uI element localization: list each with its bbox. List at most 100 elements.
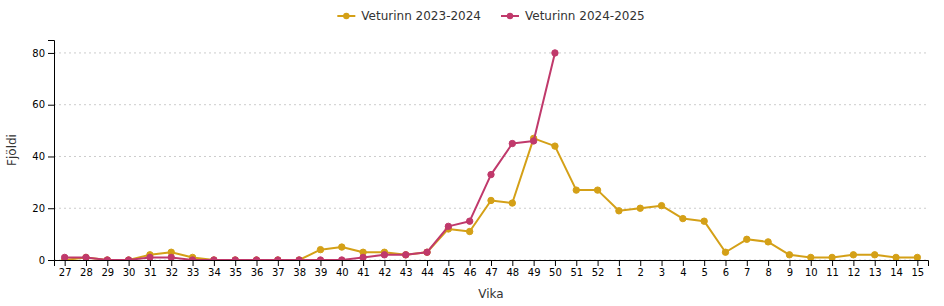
point xyxy=(275,257,281,260)
tick-label: 46 xyxy=(464,267,477,278)
tick-label: 8 xyxy=(765,267,771,278)
x-tick: 47 xyxy=(485,260,498,278)
x-tick: 48 xyxy=(506,260,519,278)
tick-mark xyxy=(704,260,705,266)
tick-label: 51 xyxy=(570,267,583,278)
tick-label: 20 xyxy=(32,203,45,214)
tick-mark xyxy=(257,260,258,266)
tick-label: 80 xyxy=(32,48,45,59)
point xyxy=(488,171,494,177)
tick-label: 30 xyxy=(123,267,136,278)
x-tick: 29 xyxy=(101,260,114,278)
tick-mark xyxy=(811,260,812,266)
tick-mark xyxy=(86,260,87,266)
x-tick: 52 xyxy=(592,260,605,278)
point xyxy=(722,249,728,255)
x-tick: 6 xyxy=(723,260,729,278)
x-tick: 31 xyxy=(144,260,157,278)
point xyxy=(317,257,323,260)
tick-label: 60 xyxy=(32,99,45,110)
tick-label: 6 xyxy=(723,267,729,278)
point xyxy=(893,254,899,260)
x-tick: 5 xyxy=(701,260,707,278)
tick-label: 37 xyxy=(272,267,285,278)
y-axis-title: Fjöldi xyxy=(5,134,19,166)
tick-mark xyxy=(107,260,108,266)
tick-mark xyxy=(48,53,54,54)
tick-label: 7 xyxy=(744,267,750,278)
series-line xyxy=(65,53,555,260)
tick-label: 2 xyxy=(638,267,644,278)
marks xyxy=(61,50,920,260)
tick-mark xyxy=(427,260,428,266)
tick-mark xyxy=(150,260,151,266)
legend: Veturinn 2023-2024Veturinn 2024-2025 xyxy=(337,9,644,23)
point xyxy=(552,50,558,56)
tick-mark xyxy=(320,260,321,266)
tick-mark xyxy=(725,260,726,266)
x-tick: 46 xyxy=(464,260,477,278)
point xyxy=(296,257,302,260)
tick-label: 52 xyxy=(592,267,605,278)
point xyxy=(232,257,238,260)
tick-label: 40 xyxy=(336,267,349,278)
tick-mark xyxy=(384,260,385,266)
point xyxy=(744,236,750,242)
x-tick: 38 xyxy=(293,260,306,278)
legend-item: Veturinn 2024-2025 xyxy=(501,9,645,23)
tick-mark xyxy=(48,260,54,261)
x-tick: 27 xyxy=(59,260,72,278)
point xyxy=(147,254,153,260)
series-line xyxy=(65,138,918,260)
x-axis-title: Vika xyxy=(478,287,503,301)
legend-marker xyxy=(507,13,513,19)
point xyxy=(403,252,409,258)
point xyxy=(914,254,920,260)
tick-mark xyxy=(448,260,449,266)
x-tick: 4 xyxy=(680,260,686,278)
tick-mark xyxy=(662,260,663,266)
tick-label: 35 xyxy=(229,267,242,278)
tick-mark xyxy=(768,260,769,266)
point xyxy=(829,254,835,260)
tick-mark xyxy=(278,260,279,266)
grid-line xyxy=(54,156,928,157)
point xyxy=(872,252,878,258)
x-tick: 35 xyxy=(229,260,242,278)
point xyxy=(637,205,643,211)
y-axis: 020406080 xyxy=(32,41,54,266)
tick-mark xyxy=(48,156,54,157)
tick-label: 27 xyxy=(59,267,72,278)
tick-mark xyxy=(406,260,407,266)
x-tick: 44 xyxy=(421,260,434,278)
x-tick: 50 xyxy=(549,260,562,278)
point xyxy=(488,197,494,203)
grid xyxy=(54,53,928,260)
point xyxy=(211,257,217,260)
tick-label: 34 xyxy=(208,267,221,278)
point xyxy=(509,140,515,146)
tick-mark xyxy=(65,260,66,266)
tick-mark xyxy=(299,260,300,266)
point xyxy=(552,143,558,149)
legend-label: Veturinn 2024-2025 xyxy=(525,9,645,23)
tick-label: 45 xyxy=(442,267,455,278)
axis-line xyxy=(55,261,929,267)
point xyxy=(317,246,323,252)
point xyxy=(125,257,131,260)
x-tick: 43 xyxy=(400,260,413,278)
tick-mark xyxy=(193,260,194,266)
x-tick: 36 xyxy=(251,260,264,278)
point xyxy=(573,187,579,193)
point xyxy=(680,215,686,221)
tick-label: 29 xyxy=(101,267,114,278)
tick-label: 5 xyxy=(701,267,707,278)
point xyxy=(360,254,366,260)
chart: 2728293031323334353637383940414243444546… xyxy=(0,0,944,306)
point xyxy=(211,257,217,260)
tick-mark xyxy=(48,208,54,209)
tick-label: 10 xyxy=(805,267,818,278)
x-tick: 1 xyxy=(616,260,622,278)
grid-line xyxy=(54,52,928,53)
tick-label: 32 xyxy=(165,267,178,278)
